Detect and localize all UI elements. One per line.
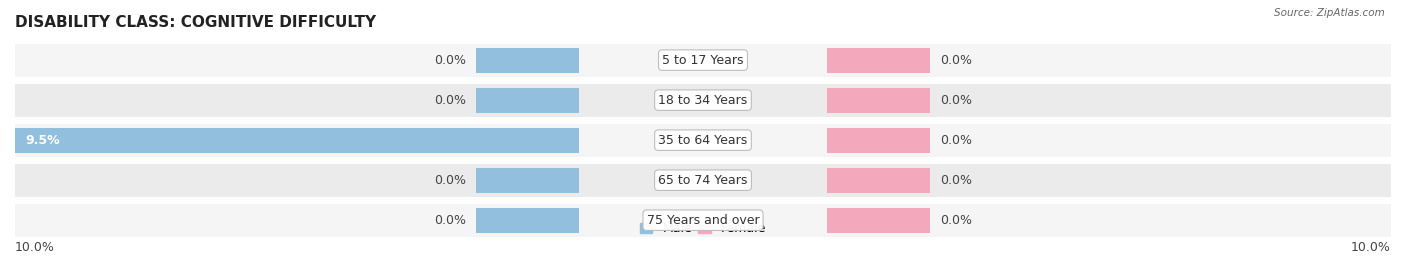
Text: 0.0%: 0.0% <box>941 134 973 147</box>
Text: 10.0%: 10.0% <box>1351 241 1391 254</box>
Bar <box>477 48 579 73</box>
Text: 9.5%: 9.5% <box>25 134 60 147</box>
Bar <box>827 208 929 233</box>
Text: 0.0%: 0.0% <box>941 214 973 227</box>
Text: Source: ZipAtlas.com: Source: ZipAtlas.com <box>1274 8 1385 18</box>
Bar <box>15 204 1391 237</box>
Text: 10.0%: 10.0% <box>15 241 55 254</box>
Bar <box>477 208 579 233</box>
Legend: Male, Female: Male, Female <box>636 217 770 240</box>
Text: DISABILITY CLASS: COGNITIVE DIFFICULTY: DISABILITY CLASS: COGNITIVE DIFFICULTY <box>15 15 377 30</box>
Bar <box>477 88 579 112</box>
Text: 5 to 17 Years: 5 to 17 Years <box>662 54 744 67</box>
Bar <box>15 164 1391 197</box>
Text: 18 to 34 Years: 18 to 34 Years <box>658 94 748 107</box>
Text: 35 to 64 Years: 35 to 64 Years <box>658 134 748 147</box>
Bar <box>477 168 579 193</box>
Bar <box>15 44 1391 77</box>
Text: 0.0%: 0.0% <box>941 54 973 67</box>
Text: 0.0%: 0.0% <box>433 94 465 107</box>
Bar <box>827 128 929 153</box>
Text: 0.0%: 0.0% <box>941 174 973 187</box>
Bar <box>15 84 1391 116</box>
Text: 75 Years and over: 75 Years and over <box>647 214 759 227</box>
Bar <box>827 88 929 112</box>
Bar <box>827 168 929 193</box>
Text: 0.0%: 0.0% <box>941 94 973 107</box>
Text: 0.0%: 0.0% <box>433 214 465 227</box>
Text: 65 to 74 Years: 65 to 74 Years <box>658 174 748 187</box>
Text: 0.0%: 0.0% <box>433 174 465 187</box>
Text: 0.0%: 0.0% <box>433 54 465 67</box>
Bar <box>15 128 579 153</box>
Bar <box>827 48 929 73</box>
Bar <box>15 124 1391 157</box>
